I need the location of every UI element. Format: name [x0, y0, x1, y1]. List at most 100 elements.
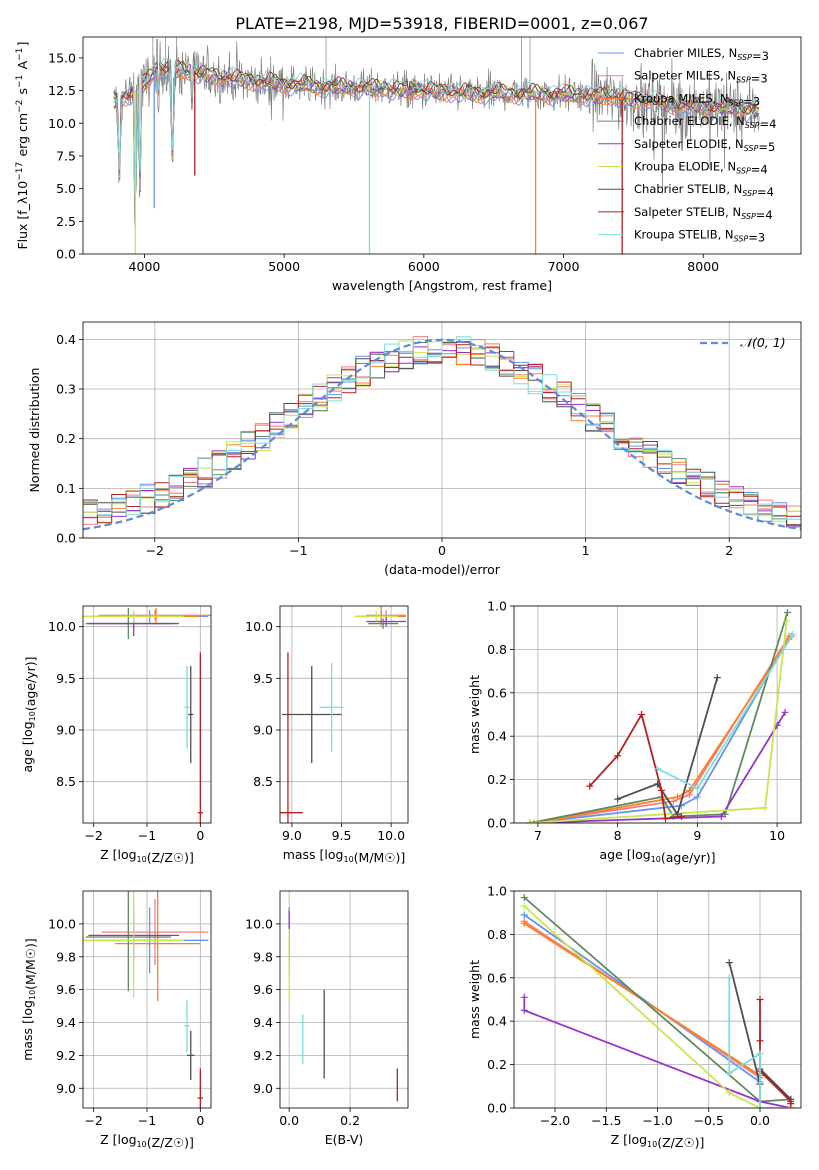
x-tick-label: −2	[146, 543, 164, 558]
grid-mass_vs_EBV	[280, 891, 408, 1108]
weight-line	[529, 711, 786, 823]
x-axis-label: Z [log10(Z/Z☉)]	[100, 1132, 194, 1150]
weight-marker	[725, 1069, 733, 1077]
y-tick-label: 0.4	[487, 1014, 507, 1029]
y-tick-label: 5.0	[56, 181, 76, 196]
axes-frame	[279, 890, 409, 1109]
legend-label: 𝒩(0, 1)	[740, 335, 786, 350]
axes-frame	[513, 605, 802, 824]
y-tick-label: 8.5	[56, 774, 76, 789]
weight-marker	[638, 711, 646, 718]
legend-label: Kroupa MILES, NSSP=3	[634, 91, 760, 108]
weight-line	[529, 638, 790, 823]
y-tick-label: 0.6	[487, 685, 507, 700]
weight-line	[529, 612, 789, 823]
weight-marker	[781, 708, 789, 716]
weight-marker	[520, 993, 528, 1001]
plot-spectrum	[113, 37, 760, 254]
panel-spectrum: 4000 5000 6000 7000 8000 0.0 2.5 5.0 7.5 10.0 12.5…	[15, 36, 802, 293]
x-tick-label: 0.2	[340, 1113, 360, 1128]
model-line	[113, 62, 760, 200]
x-tick-label: 9.5	[332, 828, 352, 843]
x-tick-label: −0.5	[694, 1113, 724, 1128]
x-tick-label: 0.0	[279, 1113, 299, 1128]
x-tick-label: −2	[84, 1113, 102, 1128]
y-tick-label: 9.6	[56, 982, 76, 997]
x-tick-label: −2	[84, 828, 102, 843]
y-tick-label: 9.8	[253, 949, 273, 964]
x-tick-label: 1	[582, 543, 590, 558]
x-tick-label: 0	[438, 543, 446, 558]
weight-marker	[669, 797, 677, 805]
weight-marker	[725, 974, 733, 982]
weight-marker	[526, 819, 534, 823]
x-tick-label: 9	[693, 828, 701, 843]
weight-marker	[761, 804, 769, 812]
x-tick-label: 0	[196, 828, 204, 843]
y-tick-label: 10.0	[245, 916, 273, 931]
x-tick-label: 7	[534, 828, 542, 843]
weight-marker	[693, 793, 701, 801]
y-tick-label: 0.4	[487, 729, 507, 744]
weight-marker	[677, 812, 685, 820]
weight-marker	[673, 793, 681, 801]
x-tick-label: 7000	[548, 259, 580, 274]
panel-mass_weight_vs_Z: −2.0 −1.5 −1.0 −0.5 0.0 0.0 0.2 0.4 0.6 0.8 1.0 Z […	[467, 884, 802, 1150]
y-tick-label: 0.2	[487, 1057, 507, 1072]
y-tick-label: 9.4	[253, 1015, 273, 1030]
y-tick-label: 0.8	[487, 927, 507, 942]
y-tick-label: 8.5	[253, 774, 273, 789]
weight-marker	[614, 795, 622, 803]
plot-mass_vs_Z	[83, 891, 209, 1108]
data-spectrum	[113, 38, 760, 227]
weight-line	[523, 905, 791, 1108]
weight-marker	[756, 996, 764, 1003]
model-line	[113, 67, 760, 203]
weight-line	[617, 677, 719, 817]
weight-marker	[713, 674, 721, 682]
weight-marker	[783, 617, 791, 625]
model-line	[113, 60, 760, 201]
weight-line	[529, 621, 788, 823]
y-tick-label: 9.2	[56, 1048, 76, 1063]
weight-marker	[787, 1100, 795, 1108]
plot-residuals	[83, 336, 801, 538]
x-tick-label: −1	[138, 828, 156, 843]
weight-marker	[725, 959, 733, 967]
panel-age_vs_mass: 9.0 9.5 10.0 8.5 9.0 9.5 10.0 mass [log10(M/M☉)…	[245, 605, 409, 865]
plot-age_vs_mass	[280, 606, 407, 823]
y-tick-label: 9.5	[253, 671, 273, 686]
x-axis-label: mass [log10(M/M☉)]	[283, 847, 406, 865]
legend-label: Chabrier STELIB, NSSP=4	[634, 182, 774, 199]
weight-marker	[614, 752, 622, 760]
weight-marker	[520, 911, 528, 919]
y-tick-label: 12.5	[48, 83, 76, 98]
x-tick-label: 0.0	[750, 1113, 770, 1128]
weight-line	[759, 999, 792, 1104]
weight-marker	[725, 1089, 733, 1097]
y-tick-label: 0.1	[56, 481, 76, 496]
y-tick-label: 9.8	[56, 949, 76, 964]
x-tick-label: 10.0	[377, 828, 405, 843]
axes-frame	[82, 605, 212, 824]
x-tick-label: 4000	[129, 259, 161, 274]
weight-marker	[661, 815, 669, 823]
weight-marker	[657, 786, 665, 794]
legend-label: Salpeter MILES, NSSP=3	[634, 69, 768, 86]
weight-marker	[717, 812, 725, 820]
model-line	[113, 64, 760, 202]
x-axis-label: E(B-V)	[325, 1132, 364, 1147]
y-tick-label: 9.4	[56, 1015, 76, 1030]
model-line	[113, 60, 760, 199]
y-tick-label: 0.3	[56, 382, 76, 397]
legend-label: Salpeter STELIB, NSSP=4	[634, 205, 773, 222]
y-tick-label: 0.4	[56, 332, 76, 347]
axes-frame	[279, 605, 409, 824]
panel-mass_weight_vs_age: 7 8 9 10 0.0 0.2 0.4 0.6 0.8 1.0 age [log10(age/yr…	[467, 599, 802, 865]
y-tick-label: 9.2	[253, 1048, 273, 1063]
weight-line	[523, 997, 791, 1108]
y-tick-label: 2.5	[56, 214, 76, 229]
y-axis-label: mass weight	[467, 675, 482, 754]
plot-mass_weight_vs_Z	[520, 894, 795, 1108]
panel-residuals: −2 −1 0 1 2 0.0 0.1 0.2 0.3 0.4 (data-model)/error…	[27, 321, 802, 577]
